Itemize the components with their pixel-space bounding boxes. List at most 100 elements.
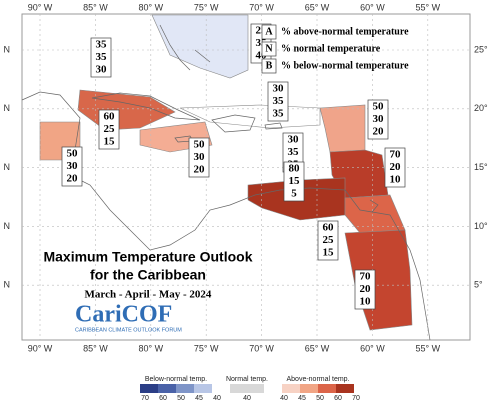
lat-label: N <box>4 280 11 290</box>
swatch <box>318 384 336 393</box>
mainland-coast <box>21 91 431 341</box>
lon-label: 55° W <box>415 343 440 353</box>
trinidad <box>369 199 379 213</box>
puerto-rico <box>264 122 283 130</box>
lon-label: 60° W <box>360 2 385 12</box>
lat-label: N <box>4 44 11 54</box>
key-letter: A <box>265 26 273 37</box>
probability-above: 50 <box>67 148 79 160</box>
key: A % above-normal temperature N % normal tem… <box>261 24 409 74</box>
key-text: % above-normal temperature <box>281 26 409 37</box>
swatch <box>336 384 354 393</box>
lon-label: 90° W <box>28 2 53 12</box>
key-letter-box <box>261 41 277 57</box>
region-box <box>267 81 289 122</box>
swatch <box>282 384 300 393</box>
colorbar-title: Normal temp. <box>226 376 268 383</box>
region-box <box>188 137 210 178</box>
colorbar-tick: 70 <box>352 395 360 400</box>
lat-label: N <box>4 103 11 113</box>
probability-above: 35 <box>96 39 108 51</box>
colorbar-tick: 60 <box>159 395 167 400</box>
probability-below: 15 <box>323 247 335 259</box>
colorbar-tick: 40 <box>213 395 221 400</box>
colorbar-tick: 70 <box>141 395 149 400</box>
lat-label: 20° <box>474 103 488 113</box>
key-text: % below-normal temperature <box>281 60 409 71</box>
probability-below: 10 <box>390 174 402 186</box>
probability-above: 60 <box>323 222 335 234</box>
lon-label: 85° W <box>83 343 108 353</box>
colorbar-tick: 45 <box>298 395 306 400</box>
lon-label: 80° W <box>138 2 163 12</box>
lon-label: 65° W <box>305 343 330 353</box>
lon-label: 75° W <box>194 2 219 12</box>
colorbar-tick: 40 <box>280 395 288 400</box>
hispaniola <box>211 114 256 133</box>
key-letter: B <box>266 60 273 71</box>
region-box <box>367 99 389 140</box>
key-letter-box <box>261 24 277 40</box>
lat-label: 10° <box>474 221 488 231</box>
region-box <box>317 220 339 261</box>
probability-below: 15 <box>104 136 116 148</box>
key-letter-box <box>261 58 277 74</box>
lon-label: 75° W <box>194 343 219 353</box>
probability-normal: 15 <box>289 175 301 187</box>
colorbar-tick: 50 <box>177 395 185 400</box>
colorbar-tick: 40 <box>243 395 251 400</box>
region-box <box>354 269 376 310</box>
colorbar-title: Below-normal temp. <box>145 376 207 383</box>
coastlines <box>21 24 431 341</box>
probability-above: 80 <box>289 163 301 175</box>
title: for the Caribbean <box>90 267 206 283</box>
lon-label: 60° W <box>360 343 385 353</box>
probability-above: 70 <box>390 149 402 161</box>
lon-label: 65° W <box>305 2 330 12</box>
lat-label: N <box>4 162 11 172</box>
swatch <box>194 384 212 393</box>
region-box <box>61 146 83 187</box>
probability-below: 10 <box>360 296 372 308</box>
probability-below: 20 <box>373 126 385 138</box>
probability-above: 30 <box>273 83 285 95</box>
lon-label: 55° W <box>415 2 440 12</box>
lon-label: 70° W <box>249 2 274 12</box>
probability-below: 20 <box>194 164 206 176</box>
probability-normal: 20 <box>360 283 372 295</box>
probability-above: 50 <box>194 139 206 151</box>
season: March - April - May - 2024 <box>85 289 212 301</box>
lon-label: 90° W <box>28 343 53 353</box>
probability-normal: 30 <box>67 160 79 172</box>
swatch <box>140 384 158 393</box>
swatch <box>300 384 318 393</box>
probability-normal: 35 <box>96 51 108 63</box>
logo-subtitle: CARIBBEAN CLIMATE OUTLOOK FORUM <box>75 327 182 333</box>
lat-label: N <box>4 221 11 231</box>
probability-normal: 25 <box>104 123 116 135</box>
probability-below: 30 <box>96 64 108 76</box>
probability-above: 60 <box>104 111 116 123</box>
probability-normal: 20 <box>390 161 402 173</box>
region-box <box>384 147 406 188</box>
probability-normal: 35 <box>288 146 300 158</box>
lon-label: 70° W <box>249 343 274 353</box>
region-box <box>283 161 305 202</box>
region-labels: 2535403535306025155030205030203035353035… <box>61 23 406 310</box>
colorbar-title: Above-normal temp. <box>286 376 349 383</box>
cuba <box>91 92 201 121</box>
colorbar-tick: 45 <box>195 395 203 400</box>
probability-below: 40 <box>256 50 268 62</box>
probability-above: 50 <box>373 101 385 113</box>
region-box <box>98 109 120 150</box>
probability-normal: 35 <box>256 37 268 49</box>
probability-above: 25 <box>256 25 268 37</box>
lat-label: 5° <box>474 280 483 290</box>
lon-label: 80° W <box>138 343 163 353</box>
lon-label: 85° W <box>83 2 108 12</box>
swatch <box>230 384 264 393</box>
probability-below: 35 <box>273 108 285 120</box>
probability-normal: 30 <box>194 151 206 163</box>
lat-label: 25° <box>474 44 488 54</box>
